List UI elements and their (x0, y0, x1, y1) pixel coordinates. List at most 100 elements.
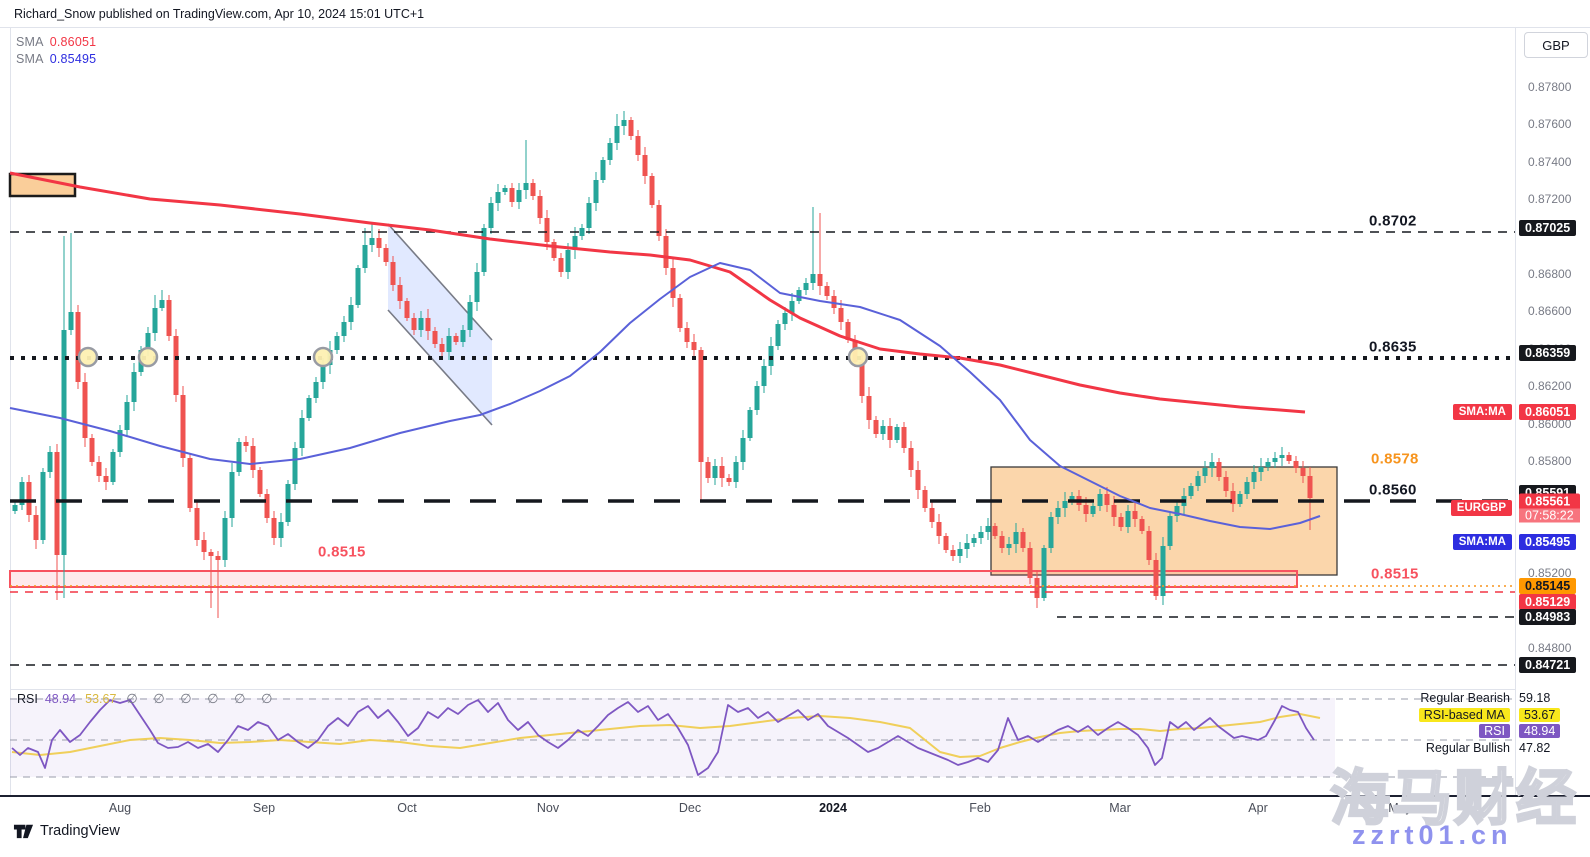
candle-body (418, 318, 424, 330)
candle-body (481, 228, 487, 272)
time-label-Aug[interactable]: Aug (108, 801, 132, 815)
candle-body (320, 365, 326, 382)
rsi-row-chip: RSI-based MA (1418, 708, 1510, 722)
candle-body (1251, 472, 1257, 482)
rsi-row-value-59.18: 59.18 (1519, 691, 1551, 705)
currency-toggle-button[interactable]: GBP (1524, 32, 1588, 58)
candle-body (509, 188, 515, 202)
sma-50-legend-value: 0.85495 (49, 52, 97, 66)
candle-body (544, 218, 550, 242)
candle-body (978, 532, 984, 538)
candle-body (96, 462, 102, 476)
candle-body (1104, 494, 1110, 505)
rsi-legend[interactable]: RSI 48.94 53.67 ∅ ∅ ∅ ∅ ∅ ∅ (17, 691, 278, 707)
candle-body (537, 196, 543, 218)
candle-body (656, 205, 662, 236)
level-annotation-0.8515: 0.8515 (1371, 565, 1419, 583)
candle-body (1034, 578, 1040, 598)
candle-body (285, 484, 291, 522)
candle-body (1286, 455, 1292, 461)
level-annotation-0.8702: 0.8702 (1369, 212, 1417, 230)
resistance-price-label: 0.86359 (1519, 345, 1577, 361)
candle-body (1139, 519, 1145, 531)
candle-body (614, 126, 620, 143)
rsi-legend-title: RSI (17, 692, 38, 706)
candle-body (1013, 532, 1019, 544)
candle-body (124, 402, 130, 430)
sma-200-legend[interactable]: SMA 0.86051 (16, 35, 96, 49)
candle-body (1055, 508, 1061, 517)
event-circle (847, 346, 869, 368)
candle-body (943, 536, 949, 550)
candle-body (1216, 462, 1222, 477)
candle-body (68, 312, 74, 330)
price-tick-0.87200: 0.87200 (1528, 192, 1572, 206)
candle-body (1188, 486, 1194, 496)
candle-body (446, 336, 452, 352)
tradingview-brand[interactable]: TradingView (13, 820, 120, 841)
candle-body (1258, 467, 1264, 472)
candle-body (376, 238, 382, 248)
candle-body (642, 155, 648, 176)
candle-body (901, 427, 907, 448)
time-label-Nov[interactable]: Nov (536, 801, 560, 815)
level-annotation-0.8560: 0.8560 (1369, 481, 1417, 499)
candle-body (796, 290, 802, 301)
candle-body (159, 300, 165, 308)
candle-body (383, 248, 389, 262)
candle-body (600, 160, 606, 180)
orange-level-price-label: 0.85145 (1519, 578, 1577, 594)
candle-body (1244, 482, 1250, 494)
candle-body (1132, 511, 1138, 519)
sma-side-label: SMA:MA (1452, 534, 1512, 550)
level-annotation-0.8578: 0.8578 (1371, 450, 1419, 468)
time-label-Oct[interactable]: Oct (397, 801, 417, 815)
time-label-Sep[interactable]: Sep (252, 801, 276, 815)
price-tick-0.86600: 0.86600 (1528, 304, 1572, 318)
candle-body (341, 322, 347, 336)
support-price-label: 0.84721 (1519, 657, 1577, 673)
candle-body (1146, 531, 1152, 560)
candle-body (187, 458, 193, 508)
candle-body (516, 190, 522, 202)
time-label-Mar[interactable]: Mar (1109, 801, 1131, 815)
tradingview-brand-label: TradingView (40, 822, 120, 839)
rsi-ma-line (11, 713, 1321, 758)
candle-body (89, 438, 95, 462)
candle-body (201, 540, 207, 552)
rsi-row-label-rsi: RSI (1479, 724, 1510, 738)
candle-body (229, 472, 235, 518)
candle-body (964, 543, 970, 549)
candle-body (215, 556, 221, 560)
time-label-Dec[interactable]: Dec (678, 801, 702, 815)
candle-body (1153, 560, 1159, 596)
time-label-2024[interactable]: 2024 (819, 801, 847, 815)
candle-body (1069, 496, 1075, 501)
candle-body (271, 518, 277, 538)
candle-body (243, 442, 249, 446)
last-price-label: 0.85561 07:58:22 (1519, 493, 1580, 523)
candle-body (411, 318, 417, 330)
candle-body (761, 366, 767, 386)
time-label-Feb[interactable]: Feb (969, 801, 991, 815)
level-annotation-0.8515: 0.8515 (318, 543, 366, 561)
candle-body (698, 350, 704, 462)
candle-body (19, 482, 25, 505)
rsi-legend-value: 48.94 (44, 692, 77, 706)
rsi-row-value-48.94: 48.94 (1519, 724, 1561, 738)
price-tick-0.87400: 0.87400 (1528, 155, 1572, 169)
candle-body (733, 462, 739, 482)
candle-body (173, 336, 179, 395)
sma-50-legend[interactable]: SMA 0.85495 (16, 52, 96, 66)
price-tick-0.85800: 0.85800 (1528, 454, 1572, 468)
sma-50-legend-label: SMA (16, 52, 44, 66)
time-label-May[interactable]: May (1388, 801, 1412, 815)
time-label-Apr[interactable]: Apr (1248, 801, 1268, 815)
candle-body (775, 324, 781, 346)
candle-body (355, 268, 361, 305)
candle-body (747, 410, 753, 438)
candle-body (1272, 458, 1278, 462)
candle-body (607, 143, 613, 160)
candle-body (299, 418, 305, 448)
